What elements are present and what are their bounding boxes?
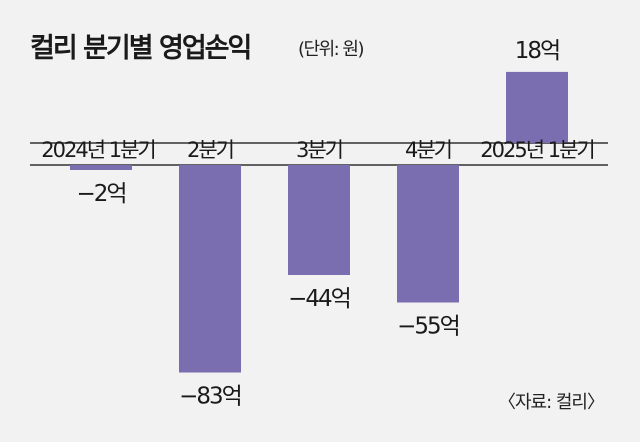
- bar: [506, 71, 568, 143]
- source-note: 〈자료: 컬리〉: [498, 392, 604, 413]
- category-label: 2025년 1분기: [480, 138, 593, 162]
- data-label: −2억: [76, 181, 125, 207]
- bar: [70, 165, 132, 170]
- category-label: 3분기: [296, 138, 342, 162]
- category-label: 2024년 1분기: [41, 138, 154, 162]
- data-label: −44억: [288, 286, 350, 312]
- unit-label: (단위: 원): [298, 39, 363, 60]
- data-label: 18억: [515, 38, 559, 64]
- bar: [397, 165, 459, 303]
- bar: [179, 165, 241, 373]
- category-label: 4분기: [405, 138, 451, 162]
- category-label: 2분기: [187, 138, 233, 162]
- data-label: −83억: [179, 384, 241, 410]
- chart-title: 컬리 분기별 영업손익: [30, 33, 250, 64]
- data-label: −55억: [397, 314, 459, 340]
- bar: [288, 165, 350, 275]
